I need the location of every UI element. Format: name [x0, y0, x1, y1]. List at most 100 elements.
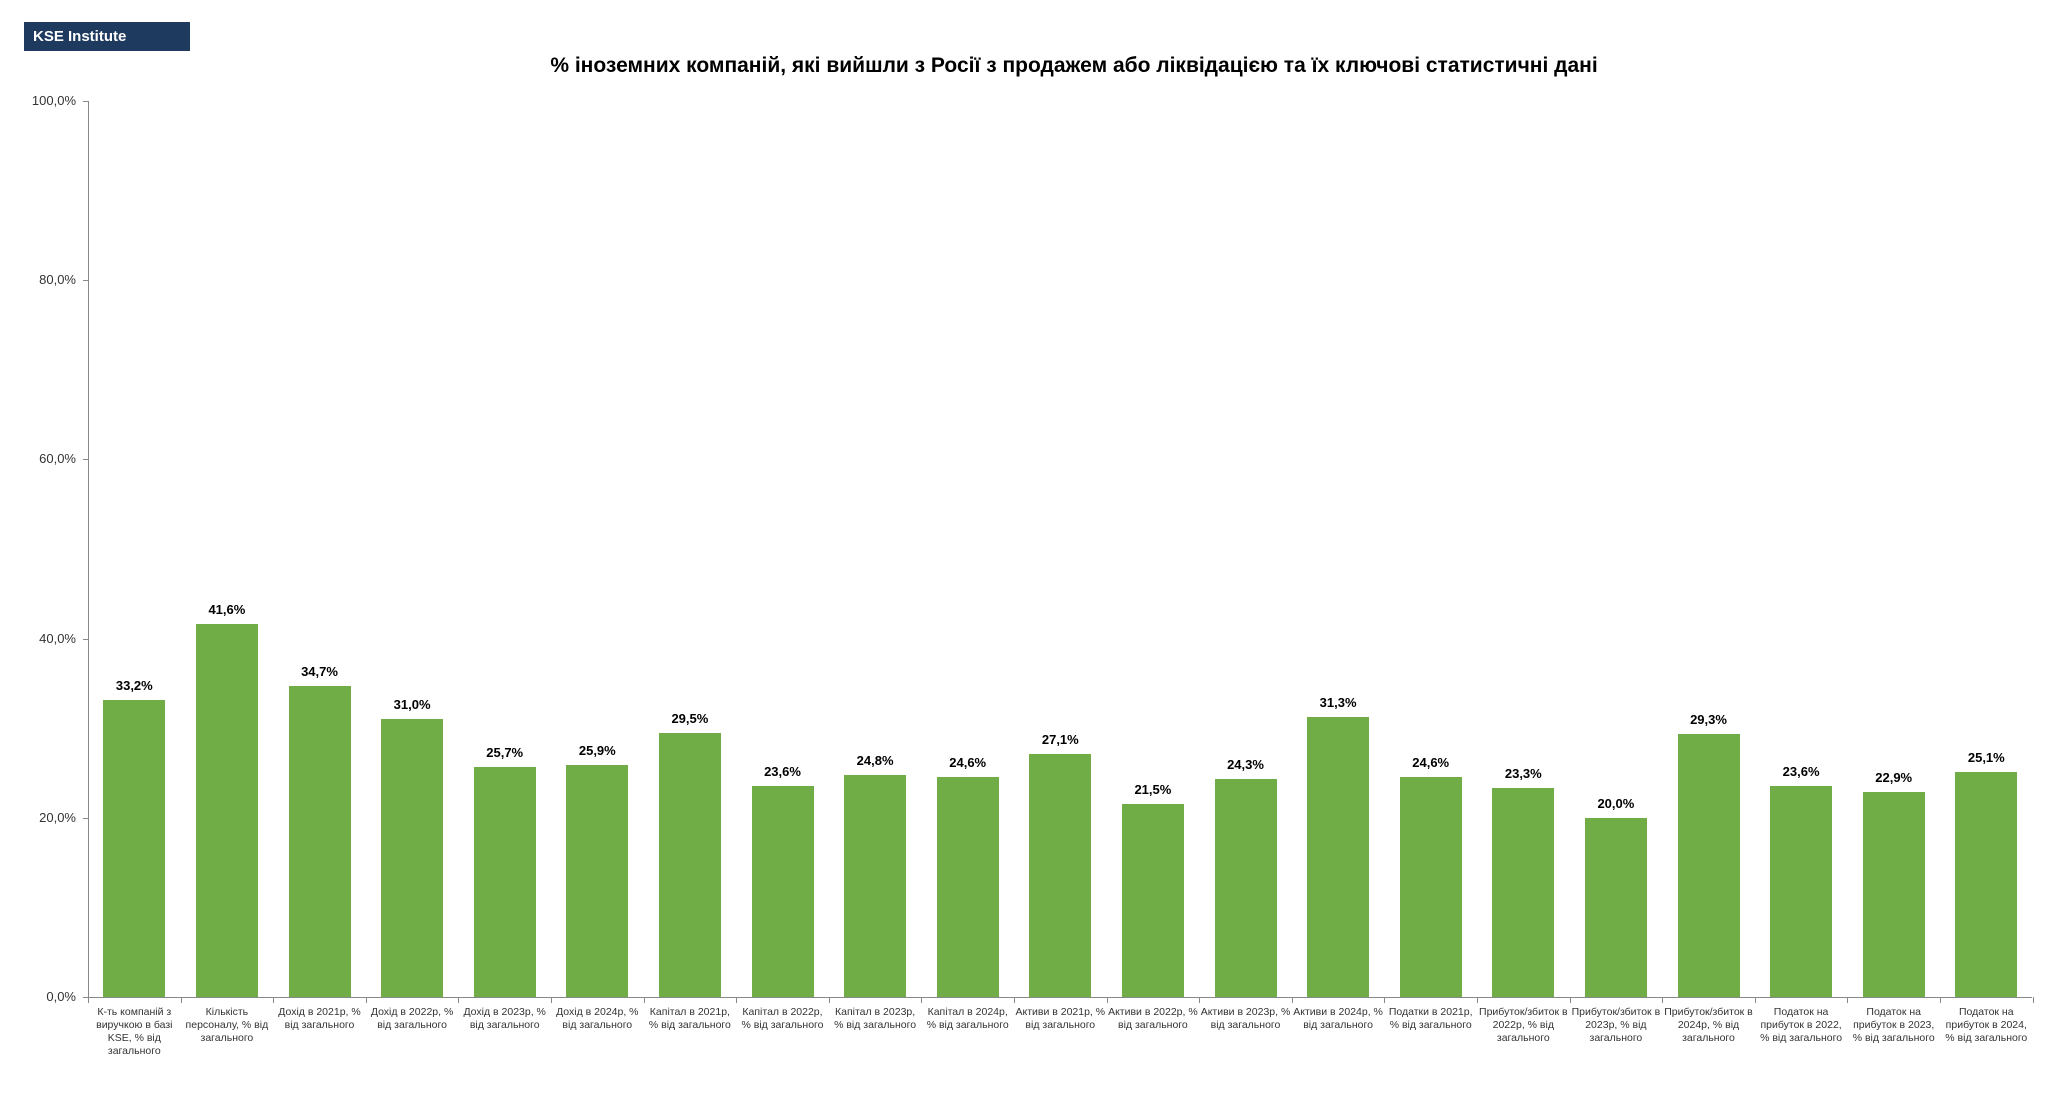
x-tick-label: Активи в 2021р, % від загального	[1015, 1006, 1106, 1031]
x-tick-label: Капітал в 2023р, % від загального	[834, 1006, 917, 1031]
bar	[1214, 779, 1277, 997]
x-tick-label: Дохід в 2023р, % від загального	[463, 1006, 546, 1031]
bar	[1307, 716, 1370, 997]
x-tick-label: Дохід в 2021р, % від загального	[278, 1006, 361, 1031]
x-tick-mark	[736, 997, 738, 1003]
y-tick-mark	[83, 997, 88, 998]
data-label: 25,7%	[486, 744, 524, 760]
y-tick-label: 0,0%	[46, 989, 76, 1004]
data-label: 24,8%	[856, 752, 894, 768]
data-label: 23,6%	[764, 763, 801, 779]
x-tick-mark	[551, 997, 552, 1003]
x-tick-mark	[88, 997, 89, 1003]
bar	[751, 785, 814, 997]
x-tick-mark	[1106, 997, 1108, 1003]
x-tick-mark	[1754, 997, 1756, 1003]
data-label: 23,3%	[1504, 766, 1542, 782]
x-tick-label: Дохід в 2024р, % від загального	[556, 1006, 639, 1031]
data-label: 23,6%	[1782, 763, 1820, 779]
x-tick-label: Прибуток/збиток в 2022р, % від загальног…	[1479, 1006, 1568, 1044]
bar	[195, 624, 258, 997]
bar	[1862, 791, 1925, 997]
bar	[1584, 817, 1647, 997]
x-tick-mark	[1384, 997, 1386, 1003]
data-label: 33,2%	[115, 677, 153, 693]
x-tick-mark	[643, 997, 645, 1003]
y-tick-label: 20,0%	[39, 809, 76, 825]
y-tick-mark	[83, 280, 88, 282]
bar	[103, 699, 166, 997]
data-label: 24,3%	[1227, 757, 1264, 773]
kse-logo: KSE Institute	[24, 22, 190, 51]
bar	[1121, 804, 1184, 997]
x-tick-mark	[921, 997, 923, 1003]
data-label: 25,1%	[1967, 750, 2005, 766]
x-tick-mark	[1569, 997, 1571, 1003]
x-tick-label: Податок на прибуток в 2023, % від загаль…	[1852, 1006, 1935, 1044]
x-tick-label: Активи в 2024р, % від загального	[1293, 1006, 1383, 1031]
y-tick-label: 40,0%	[39, 630, 76, 646]
x-tick-label: Податки в 2021р, % від загального	[1388, 1006, 1473, 1031]
x-tick-label: Капітал в 2021р, % від загального	[648, 1006, 731, 1031]
bar	[1492, 788, 1555, 997]
x-tick-label: Кількість персоналу, % від загального	[185, 1006, 269, 1044]
bar	[566, 764, 629, 997]
y-tick-mark	[83, 459, 88, 461]
bar	[658, 732, 721, 997]
x-tick-label: Прибуток/збиток в 2023р, % від загальног…	[1571, 1006, 1661, 1044]
x-tick-label: Податок на прибуток в 2024, % від загаль…	[1945, 1006, 2028, 1044]
bar	[844, 774, 907, 997]
data-label: 27,1%	[1041, 732, 1079, 748]
chart-title: % іноземних компаній, які вийшли з Росії…	[550, 54, 1598, 77]
bar	[1955, 772, 2018, 997]
x-tick-mark	[1014, 997, 1015, 1003]
data-label: 24,6%	[1412, 754, 1450, 770]
y-tick-mark	[83, 101, 88, 102]
x-tick-mark	[1847, 997, 1849, 1003]
x-axis	[88, 997, 2032, 998]
y-tick-mark	[83, 817, 88, 819]
x-tick-label: Активи в 2023р, % від загального	[1200, 1006, 1291, 1031]
y-tick-label: 80,0%	[39, 272, 76, 288]
y-tick-label: 60,0%	[39, 451, 76, 467]
x-tick-mark	[2032, 997, 2034, 1003]
x-tick-label: Капітал в 2024р, % від загального	[926, 1006, 1009, 1031]
data-label: 29,5%	[671, 710, 709, 726]
bar	[1770, 785, 1833, 997]
x-tick-mark	[1291, 997, 1293, 1003]
x-tick-label: Податок на прибуток в 2022, % від загаль…	[1760, 1006, 1843, 1044]
y-tick-label: 100,0%	[31, 93, 76, 108]
data-label: 34,7%	[301, 664, 338, 680]
y-axis	[88, 101, 89, 998]
data-label: 22,9%	[1875, 769, 1913, 785]
x-tick-label: Прибуток/збиток в 2024р, % від загальног…	[1664, 1006, 1753, 1044]
x-tick-label: Дохід в 2022р, % від загального	[370, 1006, 454, 1031]
bar	[936, 776, 999, 997]
data-label: 21,5%	[1134, 782, 1172, 798]
x-tick-mark	[365, 997, 367, 1003]
data-label: 25,9%	[578, 742, 616, 758]
bar	[288, 686, 351, 997]
x-tick-mark	[828, 997, 830, 1003]
x-tick-mark	[458, 997, 460, 1003]
x-tick-label: Капітал в 2022р, % від загального	[741, 1006, 824, 1031]
bar	[1677, 734, 1740, 997]
x-tick-mark	[1199, 997, 1201, 1003]
x-tick-mark	[1662, 997, 1664, 1003]
y-tick-mark	[83, 638, 88, 640]
x-tick-label: Активи в 2022р, % від загального	[1108, 1006, 1198, 1031]
bar	[473, 766, 536, 997]
data-label: 20,0%	[1597, 795, 1635, 811]
bar	[381, 719, 444, 997]
data-label: 31,0%	[393, 697, 431, 713]
x-tick-label: К-ть компаній з виручкою в базі KSE, % в…	[96, 1006, 173, 1057]
data-label: 31,3%	[1319, 694, 1357, 710]
bar	[1029, 754, 1092, 997]
data-label: 41,6%	[208, 602, 246, 618]
x-tick-mark	[1477, 997, 1478, 1003]
data-label: 24,6%	[949, 754, 987, 770]
bar	[1399, 776, 1462, 997]
data-label: 29,3%	[1690, 712, 1727, 728]
x-tick-mark	[273, 997, 275, 1003]
